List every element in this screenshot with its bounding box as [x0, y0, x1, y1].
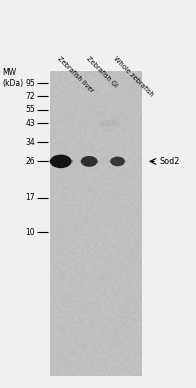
Ellipse shape — [50, 154, 72, 168]
Text: 43: 43 — [25, 119, 35, 128]
Text: Whole zebrafish: Whole zebrafish — [113, 56, 155, 98]
Ellipse shape — [100, 120, 120, 127]
Text: 17: 17 — [26, 193, 35, 203]
Text: Zebrafish liver: Zebrafish liver — [56, 56, 94, 94]
Ellipse shape — [109, 159, 126, 164]
Text: 34: 34 — [25, 137, 35, 147]
Text: 26: 26 — [26, 157, 35, 166]
Text: 72: 72 — [26, 92, 35, 101]
Text: 10: 10 — [26, 227, 35, 237]
Ellipse shape — [110, 156, 125, 166]
Bar — [50, 72, 141, 376]
Ellipse shape — [48, 158, 74, 165]
Text: Zebrafish GI: Zebrafish GI — [85, 56, 118, 89]
Ellipse shape — [79, 159, 99, 164]
Text: MW
(kDa): MW (kDa) — [2, 68, 23, 88]
Text: 55: 55 — [25, 105, 35, 114]
Ellipse shape — [81, 156, 98, 167]
Text: Sod2: Sod2 — [160, 157, 180, 166]
Text: 95: 95 — [25, 79, 35, 88]
